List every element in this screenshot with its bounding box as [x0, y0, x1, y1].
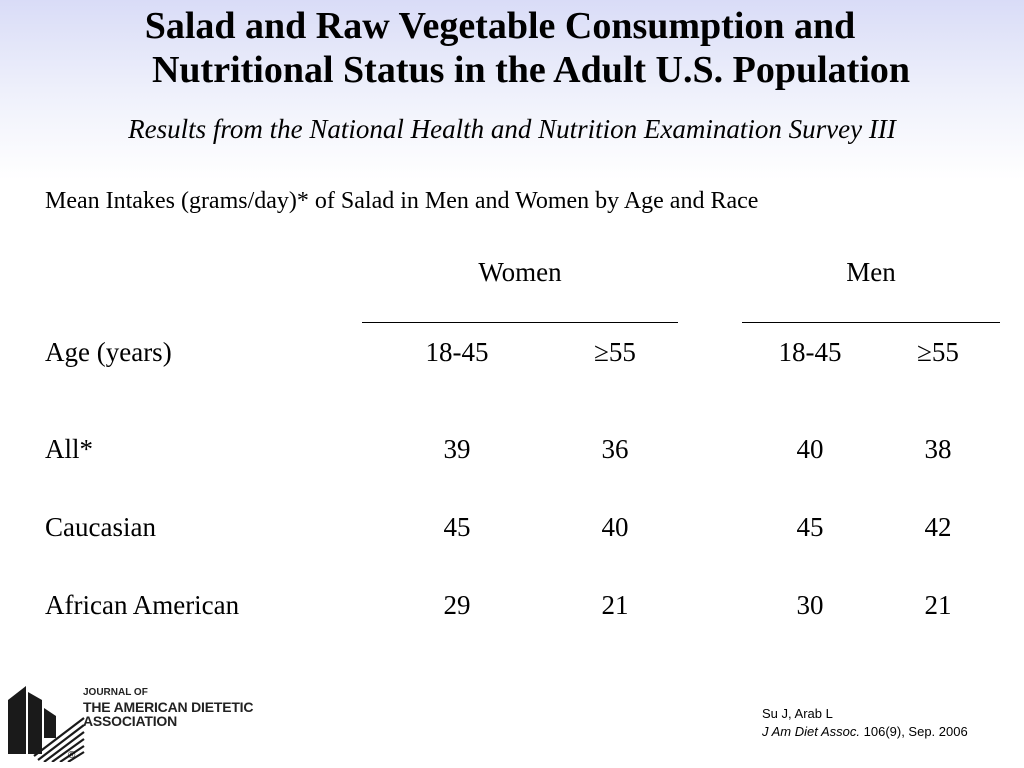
reference-journal: J Am Diet Assoc. [762, 724, 861, 739]
table-cell: 40 [796, 434, 824, 464]
logo-line-journal-of: JOURNAL OF [83, 687, 148, 698]
group-header-women: Women [478, 257, 562, 287]
table-caption: Mean Intakes (grams/day)* of Salad in Me… [45, 188, 759, 214]
table-cell: 42 [924, 512, 952, 542]
table-cell: 45 [443, 512, 471, 542]
table-cell: 38 [924, 434, 952, 464]
table-cell: 30 [796, 590, 824, 620]
reference-authors: Su J, Arab L [762, 706, 833, 721]
registered-mark: ® [68, 750, 76, 761]
table-cell: 40 [601, 512, 629, 542]
jada-logo-text: JOURNAL OF THE AMERICAN DIETETIC ASSOCIA… [83, 686, 253, 728]
group-underline-women [362, 322, 678, 323]
table-cell: 36 [601, 434, 629, 464]
slide-title-line-2: Nutritional Status in the Adult U.S. Pop… [151, 49, 911, 91]
jada-logo-icon [8, 686, 85, 762]
logo-line-association: ASSOCIATION [83, 713, 177, 729]
reference: Su J, Arab L J Am Diet Assoc. 106(9), Se… [762, 705, 968, 741]
table-cell: 39 [443, 434, 471, 464]
group-underline-men [742, 322, 1000, 323]
col-header-women-55-plus: ≥55 [594, 337, 636, 367]
slide-subtitle: Results from the National Health and Nut… [128, 114, 896, 144]
slide-title: Salad and Raw Vegetable Consumption and … [0, 4, 1024, 92]
table-cell: 21 [924, 590, 952, 620]
table-row-label: All* [45, 434, 94, 464]
slide-title-line-1: Salad and Raw Vegetable Consumption and [144, 5, 856, 47]
group-header-men: Men [846, 257, 896, 287]
row-label-age: Age (years) [45, 337, 172, 367]
col-header-men-55-plus: ≥55 [917, 337, 959, 367]
table-row-label: African American [45, 590, 240, 620]
table-cell: 29 [443, 590, 471, 620]
reference-citation: J Am Diet Assoc. 106(9), Sep. 2006 [762, 723, 968, 741]
table-cell: 45 [796, 512, 824, 542]
col-header-women-18-45: 18-45 [425, 337, 489, 367]
col-header-men-18-45: 18-45 [778, 337, 842, 367]
table-cell: 21 [601, 590, 629, 620]
table-row-label: Caucasian [45, 512, 156, 542]
reference-volume: 106(9), Sep. 2006 [860, 724, 968, 739]
logo-line-association-name: THE AMERICAN DIETETIC [83, 699, 254, 715]
